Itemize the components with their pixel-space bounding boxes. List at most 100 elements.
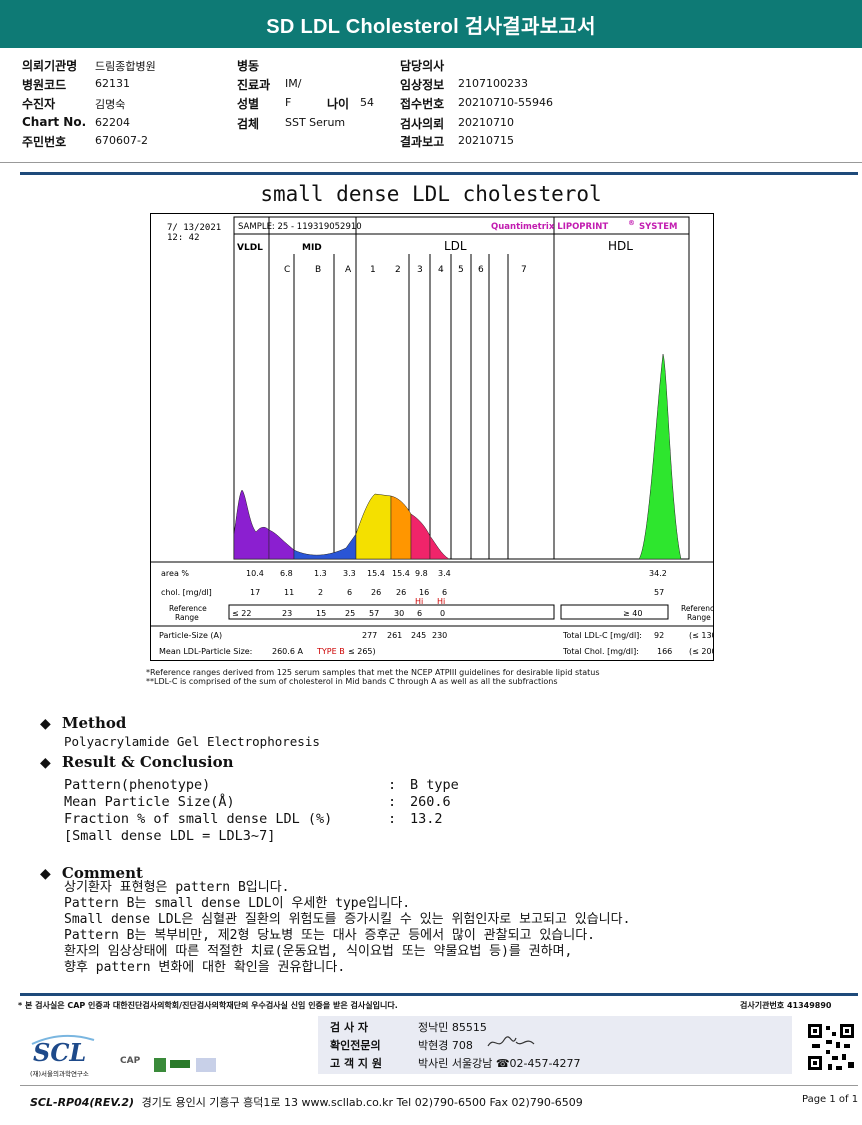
value-department: IM/ bbox=[285, 77, 302, 90]
electrophoresis-plot: 7/ 13/2021 12: 42 SAMPLE: 25 - 119319052… bbox=[151, 216, 713, 656]
label-resident-no: 주민번호 bbox=[22, 135, 67, 149]
value-specimen: SST Serum bbox=[285, 116, 346, 129]
label-doctor: 담당의사 bbox=[400, 59, 445, 73]
accreditation-logos-icon bbox=[154, 1058, 216, 1072]
total-ldl-value: 92 bbox=[654, 631, 664, 640]
area-value: 10.4 bbox=[246, 569, 264, 578]
method-heading-row: ◆ Method bbox=[40, 713, 126, 732]
result-note: [Small dense LDL = LDL3~7] bbox=[64, 828, 276, 844]
label-chart-no: Chart No. bbox=[22, 115, 87, 129]
ref-value: ≤ 22 bbox=[232, 609, 251, 618]
band-label-3: 3 bbox=[417, 265, 423, 275]
system-sup: ® bbox=[628, 219, 635, 227]
band-label-4: 4 bbox=[438, 265, 444, 275]
signer-label-support: 고 객 지 원 bbox=[330, 1057, 382, 1070]
ldl3-peak bbox=[410, 513, 431, 560]
cert-text: * 본 검사실은 CAP 인증과 대한진단검사의학회/진단검사의학재단의 우수검… bbox=[18, 1001, 398, 1010]
group-vldl: VLDL bbox=[237, 243, 263, 253]
value-request-date: 20210710 bbox=[458, 116, 514, 129]
chol-value: 26 bbox=[396, 588, 406, 597]
mid-peak bbox=[293, 533, 357, 560]
value-resident-no: 670607-2 bbox=[95, 134, 148, 147]
area-value: 3.4 bbox=[438, 569, 451, 578]
group-ldl: LDL bbox=[444, 239, 467, 253]
signer-values: 정낙민 85515 박현경 708 박사린 서울강남 ☎02-457-4277 bbox=[418, 1019, 580, 1073]
band-label-7: 7 bbox=[521, 265, 527, 275]
result-heading-row: ◆ Result & Conclusion bbox=[40, 752, 234, 771]
value-sex: F bbox=[285, 96, 292, 109]
total-chol-ref: (≤ 200) bbox=[689, 647, 713, 656]
particle-value: 230 bbox=[432, 631, 447, 640]
cap-logo: CAP bbox=[120, 1056, 141, 1066]
scl-logo: SCL bbox=[33, 1038, 87, 1067]
total-ldl-ref: (≤ 130) bbox=[689, 631, 713, 640]
group-mid: MID bbox=[302, 243, 322, 253]
ref-range-hdl-box bbox=[560, 604, 669, 620]
total-ldl-label: Total LDL-C [mg/dl]: bbox=[562, 631, 642, 640]
ref-label-1: Reference bbox=[169, 604, 207, 613]
footnote-2: **LDL-C is comprised of the sum of chole… bbox=[146, 677, 558, 686]
section-bar bbox=[20, 172, 858, 175]
comment-text: 상기환자 표현형은 pattern B입니다. Pattern B는 small… bbox=[64, 880, 630, 976]
band-label-B: B bbox=[315, 265, 321, 275]
result-item-label-3: Fraction % of small dense LDL (%) bbox=[64, 811, 333, 827]
mid-c-peak bbox=[268, 529, 295, 560]
ref-value: 57 bbox=[369, 609, 379, 618]
footer-line bbox=[20, 1085, 858, 1086]
label-patient: 수진자 bbox=[22, 97, 56, 111]
page-number: Page 1 of 1 bbox=[802, 1094, 859, 1105]
band-label-5: 5 bbox=[458, 265, 464, 275]
chol-value-hdl: 57 bbox=[654, 588, 664, 597]
value-receipt-no: 20210710-55946 bbox=[458, 96, 553, 109]
diamond-icon: ◆ bbox=[40, 716, 51, 732]
method-heading: Method bbox=[61, 714, 127, 732]
label-sex: 성별 bbox=[237, 97, 260, 111]
particle-value: 277 bbox=[362, 631, 377, 640]
vldl-peak bbox=[233, 489, 270, 560]
label-hospital-code: 병원코드 bbox=[22, 78, 67, 92]
value-chart-no: 62204 bbox=[95, 116, 130, 129]
footnote-1: *Reference ranges derived from 125 serum… bbox=[146, 668, 600, 677]
colon: : bbox=[388, 794, 397, 810]
particle-value: 261 bbox=[387, 631, 402, 640]
total-chol-value: 166 bbox=[657, 647, 672, 656]
band-label-A: A bbox=[345, 265, 352, 275]
ref-right-2: Range bbox=[687, 613, 711, 622]
area-value: 15.4 bbox=[392, 569, 410, 578]
chol-value: 16 bbox=[419, 588, 429, 597]
chol-value: 11 bbox=[284, 588, 294, 597]
value-hospital-code: 62131 bbox=[95, 77, 130, 90]
diamond-icon: ◆ bbox=[40, 755, 51, 771]
chart-footnotes: *Reference ranges derived from 125 serum… bbox=[146, 668, 796, 686]
flag-hi: Hi bbox=[415, 597, 423, 606]
label-report-date: 결과보고 bbox=[400, 135, 445, 149]
mean-type: TYPE B bbox=[316, 647, 345, 656]
comment-heading: Comment bbox=[61, 864, 143, 882]
result-heading: Result & Conclusion bbox=[61, 753, 234, 771]
signer-value-tester: 정낙민 85515 bbox=[418, 1021, 487, 1034]
hdl-peak bbox=[638, 353, 682, 560]
band-label-1: 1 bbox=[370, 265, 376, 275]
chol-value: 6 bbox=[347, 588, 352, 597]
result-item-label-2: Mean Particle Size(Å) bbox=[64, 794, 235, 810]
group-hdl: HDL bbox=[608, 239, 633, 253]
label-department: 진료과 bbox=[237, 78, 271, 92]
ref-hdl: ≥ 40 bbox=[623, 609, 642, 618]
report-title: SD LDL Cholesterol 검사결과보고서 bbox=[0, 0, 862, 48]
value-report-date: 20210715 bbox=[458, 134, 514, 147]
result-item-value-1: B type bbox=[410, 777, 459, 793]
qr-code-icon bbox=[806, 1022, 856, 1072]
signer-labels: 검 사 자 확인전문의 고 객 지 원 bbox=[330, 1019, 382, 1073]
chart-time: 12: 42 bbox=[167, 233, 200, 243]
signer-label-tester: 검 사 자 bbox=[330, 1021, 369, 1034]
particle-label: Particle-Size (A) bbox=[159, 631, 222, 640]
value-age: 54 bbox=[360, 96, 374, 109]
result-item-label-1: Pattern(phenotype) bbox=[64, 777, 211, 793]
ref-value: 30 bbox=[394, 609, 404, 618]
divider bbox=[0, 162, 862, 163]
particle-value: 245 bbox=[411, 631, 426, 640]
comment-heading-row: ◆ Comment bbox=[40, 863, 143, 882]
chol-value: 6 bbox=[442, 588, 447, 597]
band-label-6: 6 bbox=[478, 265, 484, 275]
value-institution: 드림종합병원 bbox=[95, 60, 156, 73]
